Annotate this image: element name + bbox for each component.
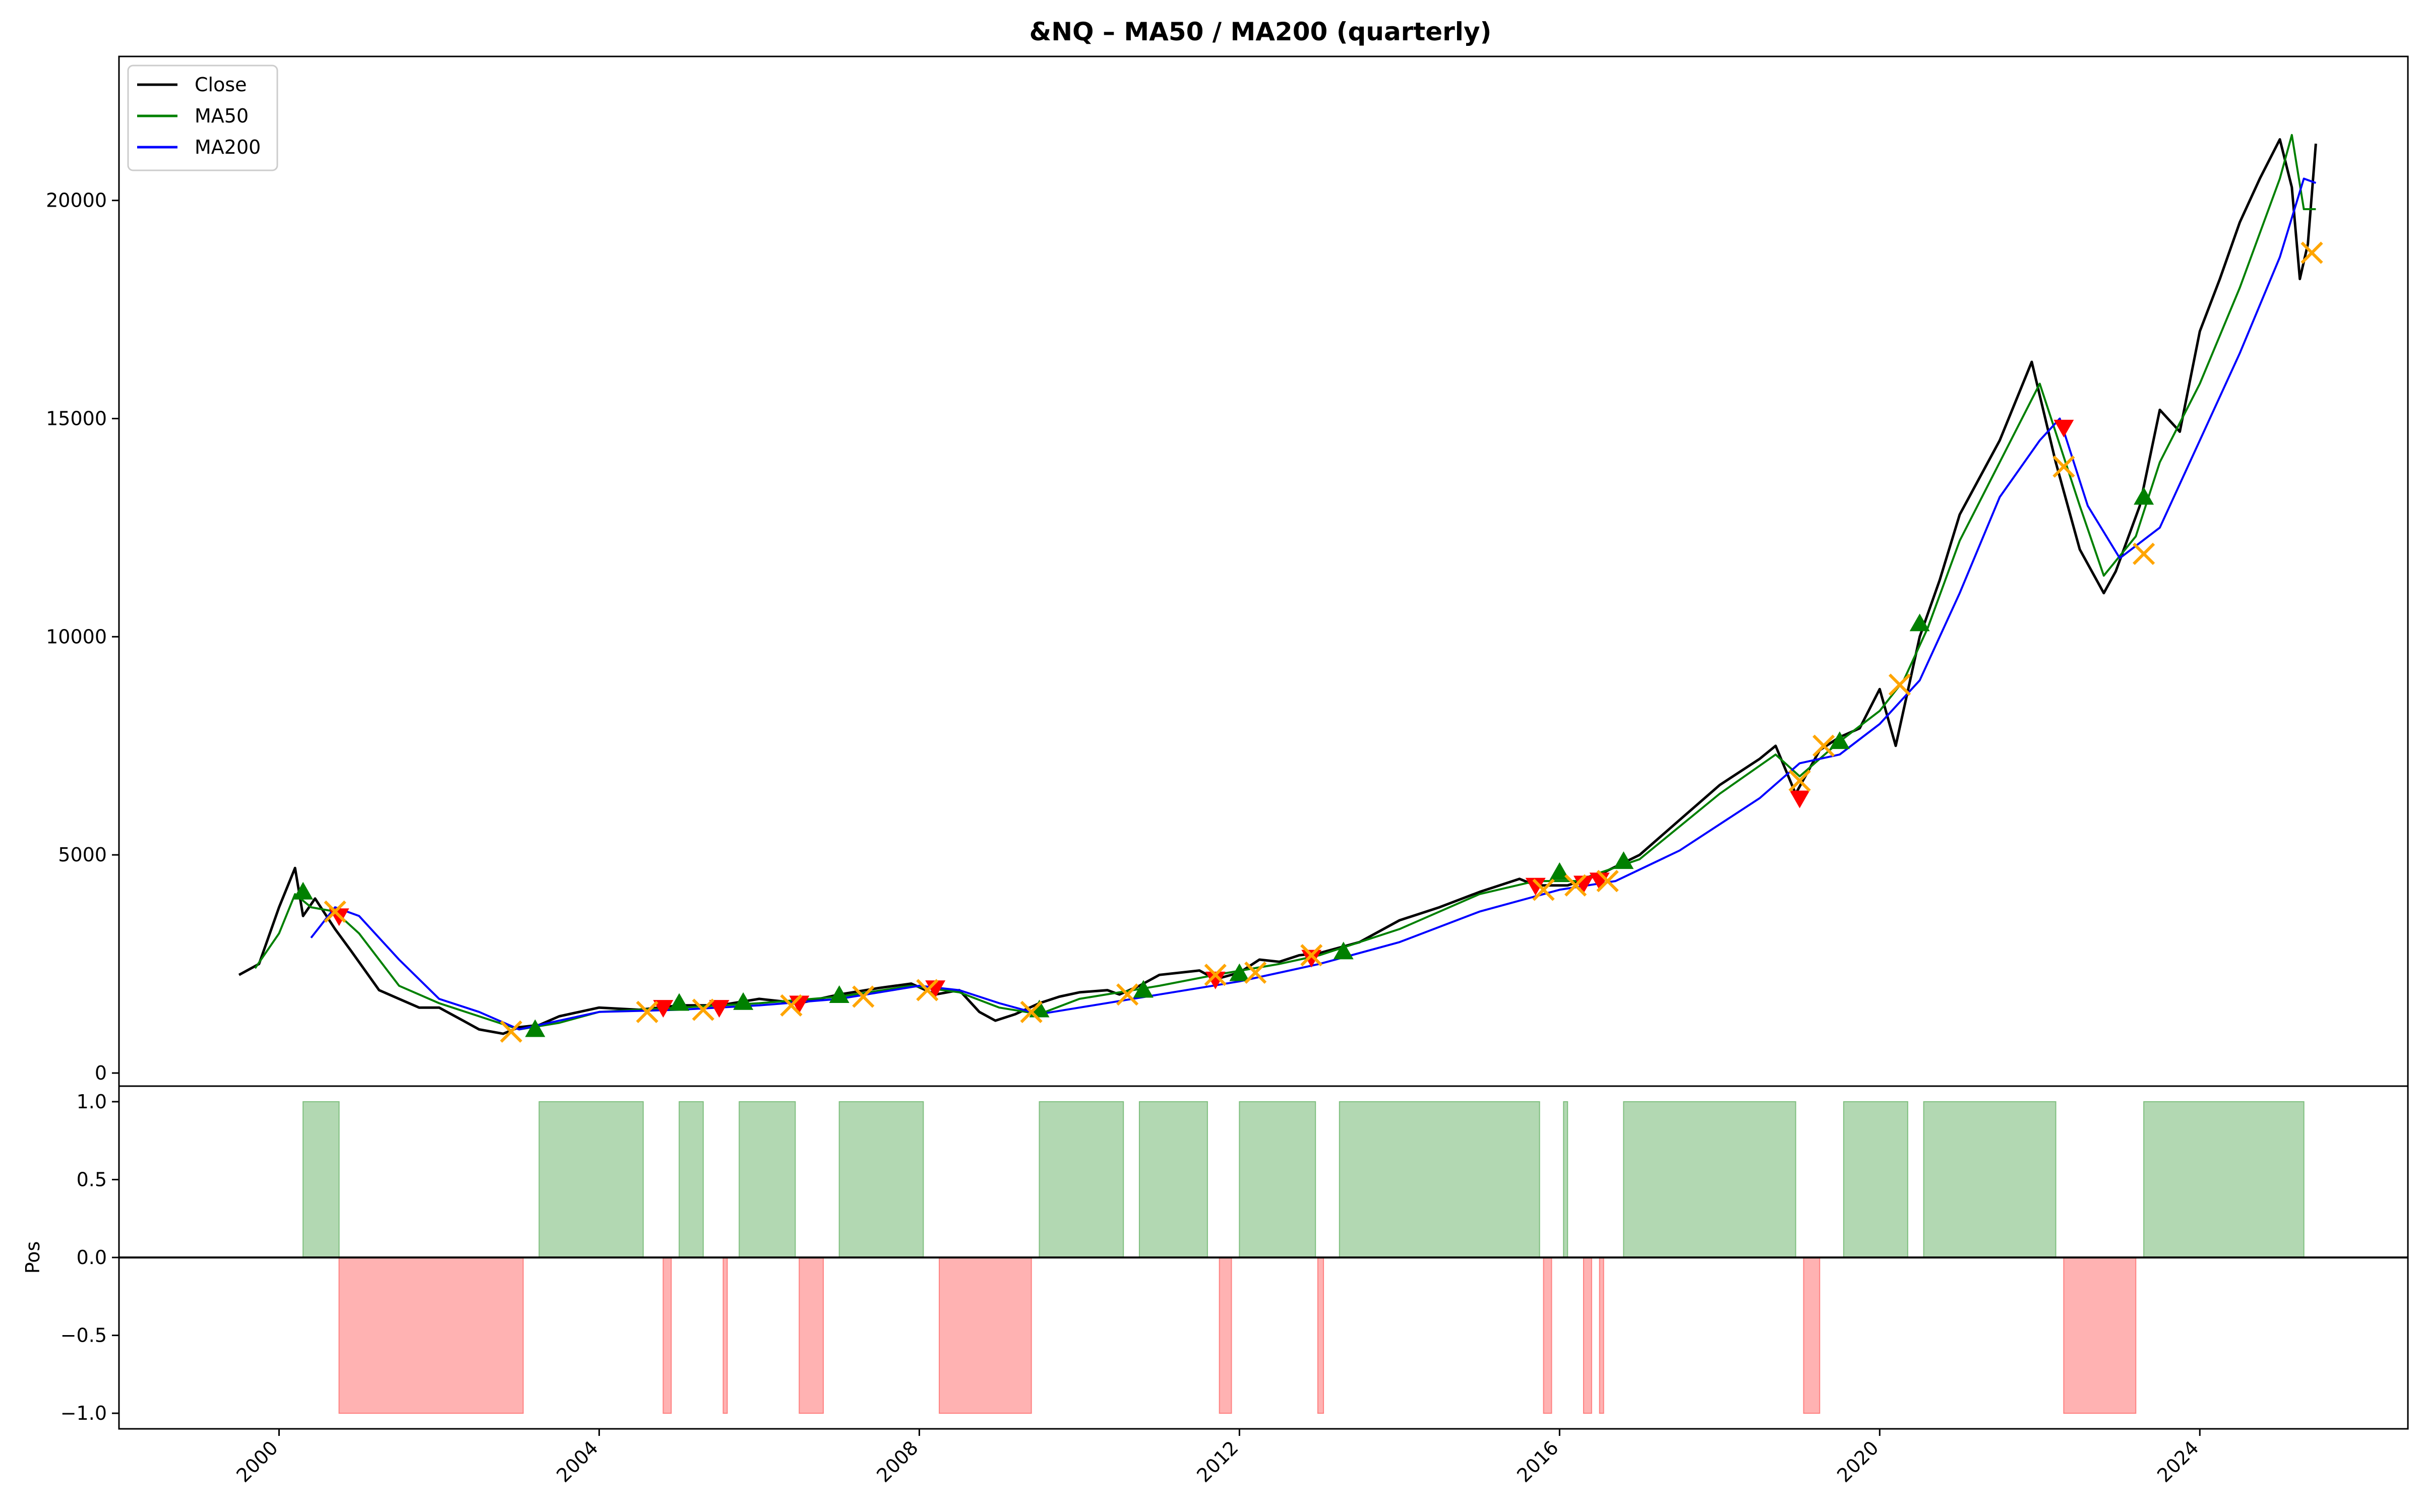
short-position-bar-21 — [1803, 1257, 1821, 1414]
short-position-bar-1 — [338, 1257, 524, 1414]
legend-box — [127, 65, 278, 171]
exit-marker-1 — [500, 1020, 522, 1043]
sell-marker-5 — [1205, 971, 1226, 989]
buy-marker-13 — [2134, 487, 2154, 505]
long-position-bar-17 — [1563, 1101, 1568, 1258]
price-y-tick-label-5000: 5000 — [58, 844, 107, 866]
buy-marker-2 — [669, 993, 690, 1011]
buy-marker-10 — [1613, 851, 1634, 869]
position-bars-layer — [302, 1101, 2305, 1414]
position-y-axis: −1.0 −0.5 0.0 0.5 1.0 — [60, 1091, 119, 1424]
sell-marker-3 — [789, 995, 810, 1014]
short-position-bar-3 — [662, 1257, 672, 1414]
exit-marker-18 — [2052, 455, 2075, 478]
short-position-bar-24 — [2063, 1257, 2137, 1414]
position-y-tick-label-0: −1.0 — [60, 1402, 107, 1424]
position-y-tick-label-3: 0.5 — [77, 1168, 107, 1190]
exit-marker-3 — [692, 998, 714, 1021]
buy-marker-1 — [525, 1019, 546, 1037]
exit-marker-14 — [1596, 870, 1619, 893]
long-position-bar-13 — [1239, 1101, 1316, 1258]
sell-marker-11 — [2053, 419, 2074, 437]
buy-marker-3 — [733, 992, 754, 1010]
position-y-tick-label-1: −0.5 — [60, 1325, 107, 1347]
buy-marker-12 — [1909, 613, 1930, 632]
exit-marker-2 — [636, 1000, 658, 1023]
buy-marker-4 — [829, 985, 850, 1003]
exit-marker-6 — [916, 979, 939, 1001]
price-y-tick-label-10000: 10000 — [46, 625, 107, 648]
price-y-tick-label-0: 0 — [95, 1062, 107, 1084]
price-plot: 0 5000 10000 15000 20000 — [46, 134, 2323, 1084]
exit-marker-4 — [780, 994, 803, 1017]
exit-marker-19 — [2133, 542, 2155, 565]
exit-marker-16 — [1812, 734, 1835, 757]
series-line-close — [238, 138, 2317, 1035]
buy-marker-11 — [1829, 731, 1850, 749]
long-position-bar-2 — [538, 1101, 644, 1258]
chart-title: &NQ – MA50 / MA200 (quarterly) — [1030, 17, 1492, 46]
short-position-bar-12 — [1219, 1257, 1232, 1414]
long-position-bar-4 — [679, 1101, 704, 1258]
buy-marker-0 — [293, 881, 314, 900]
price-y-axis: 0 5000 10000 15000 20000 — [46, 190, 119, 1084]
buy-marker-6 — [1133, 980, 1154, 998]
long-position-bar-6 — [739, 1101, 796, 1258]
legend-label-ma50: MA50 — [195, 105, 249, 127]
sell-marker-4 — [925, 980, 946, 998]
exit-marker-0 — [324, 900, 346, 923]
sell-marker-6 — [1301, 950, 1322, 968]
short-position-bar-14 — [1317, 1257, 1324, 1414]
price-y-tick-label-15000: 15000 — [46, 408, 107, 430]
buy-marker-7 — [1229, 963, 1250, 981]
exit-marker-20 — [2301, 241, 2323, 264]
legend-label-ma200: MA200 — [195, 136, 261, 158]
long-position-bar-20 — [1623, 1101, 1796, 1258]
position-plot: −1.0−0.50.00.51.0 2000 2004 2008 2012 2016 20… — [22, 1091, 2408, 1487]
position-y-tick-label-4: 1.0 — [77, 1091, 107, 1113]
exit-marker-13 — [1564, 874, 1587, 897]
price-y-tick-label-20000: 20000 — [46, 190, 107, 212]
exit-marker-8 — [1116, 983, 1139, 1006]
legend-label-close: Close — [195, 74, 247, 96]
buy-marker-9 — [1549, 862, 1570, 880]
legend: Close MA50 MA200 — [127, 65, 278, 171]
long-position-bar-23 — [1923, 1101, 2056, 1258]
exit-marker-10 — [1244, 961, 1267, 984]
short-position-bar-5 — [722, 1257, 728, 1414]
sell-marker-1 — [653, 1000, 674, 1018]
exit-marker-5 — [852, 985, 875, 1008]
long-position-bar-10 — [1039, 1101, 1124, 1258]
long-position-bar-8 — [838, 1101, 924, 1258]
short-position-bar-7 — [799, 1257, 824, 1414]
series-line-ma200 — [310, 177, 2317, 1031]
long-position-bar-25 — [2143, 1101, 2305, 1258]
long-position-bar-11 — [1138, 1101, 1208, 1258]
position-y-axis-label: Pos — [22, 1241, 44, 1274]
exit-marker-12 — [1532, 878, 1555, 901]
short-position-bar-16 — [1543, 1257, 1552, 1414]
long-position-bar-0 — [302, 1101, 340, 1258]
exit-marker-7 — [1020, 1000, 1043, 1023]
price-series-layer — [238, 134, 2323, 1043]
long-position-bar-15 — [1339, 1101, 1540, 1258]
exit-marker-11 — [1300, 944, 1323, 967]
short-position-bar-19 — [1599, 1257, 1604, 1414]
position-plot-frame — [118, 1085, 2409, 1430]
sell-marker-8 — [1573, 875, 1594, 894]
short-position-bar-18 — [1583, 1257, 1592, 1414]
buy-marker-8 — [1333, 941, 1354, 960]
sell-marker-7 — [1525, 877, 1546, 896]
exit-marker-9 — [1204, 964, 1227, 986]
series-line-ma50 — [254, 134, 2316, 1031]
sell-marker-10 — [1789, 790, 1810, 808]
exit-marker-15 — [1788, 769, 1811, 792]
short-position-bar-9 — [939, 1257, 1032, 1414]
exit-marker-17 — [1888, 673, 1911, 696]
long-position-bar-22 — [1843, 1101, 1908, 1258]
sell-marker-2 — [709, 1000, 730, 1018]
position-y-tick-label-2: 0.0 — [77, 1246, 107, 1269]
